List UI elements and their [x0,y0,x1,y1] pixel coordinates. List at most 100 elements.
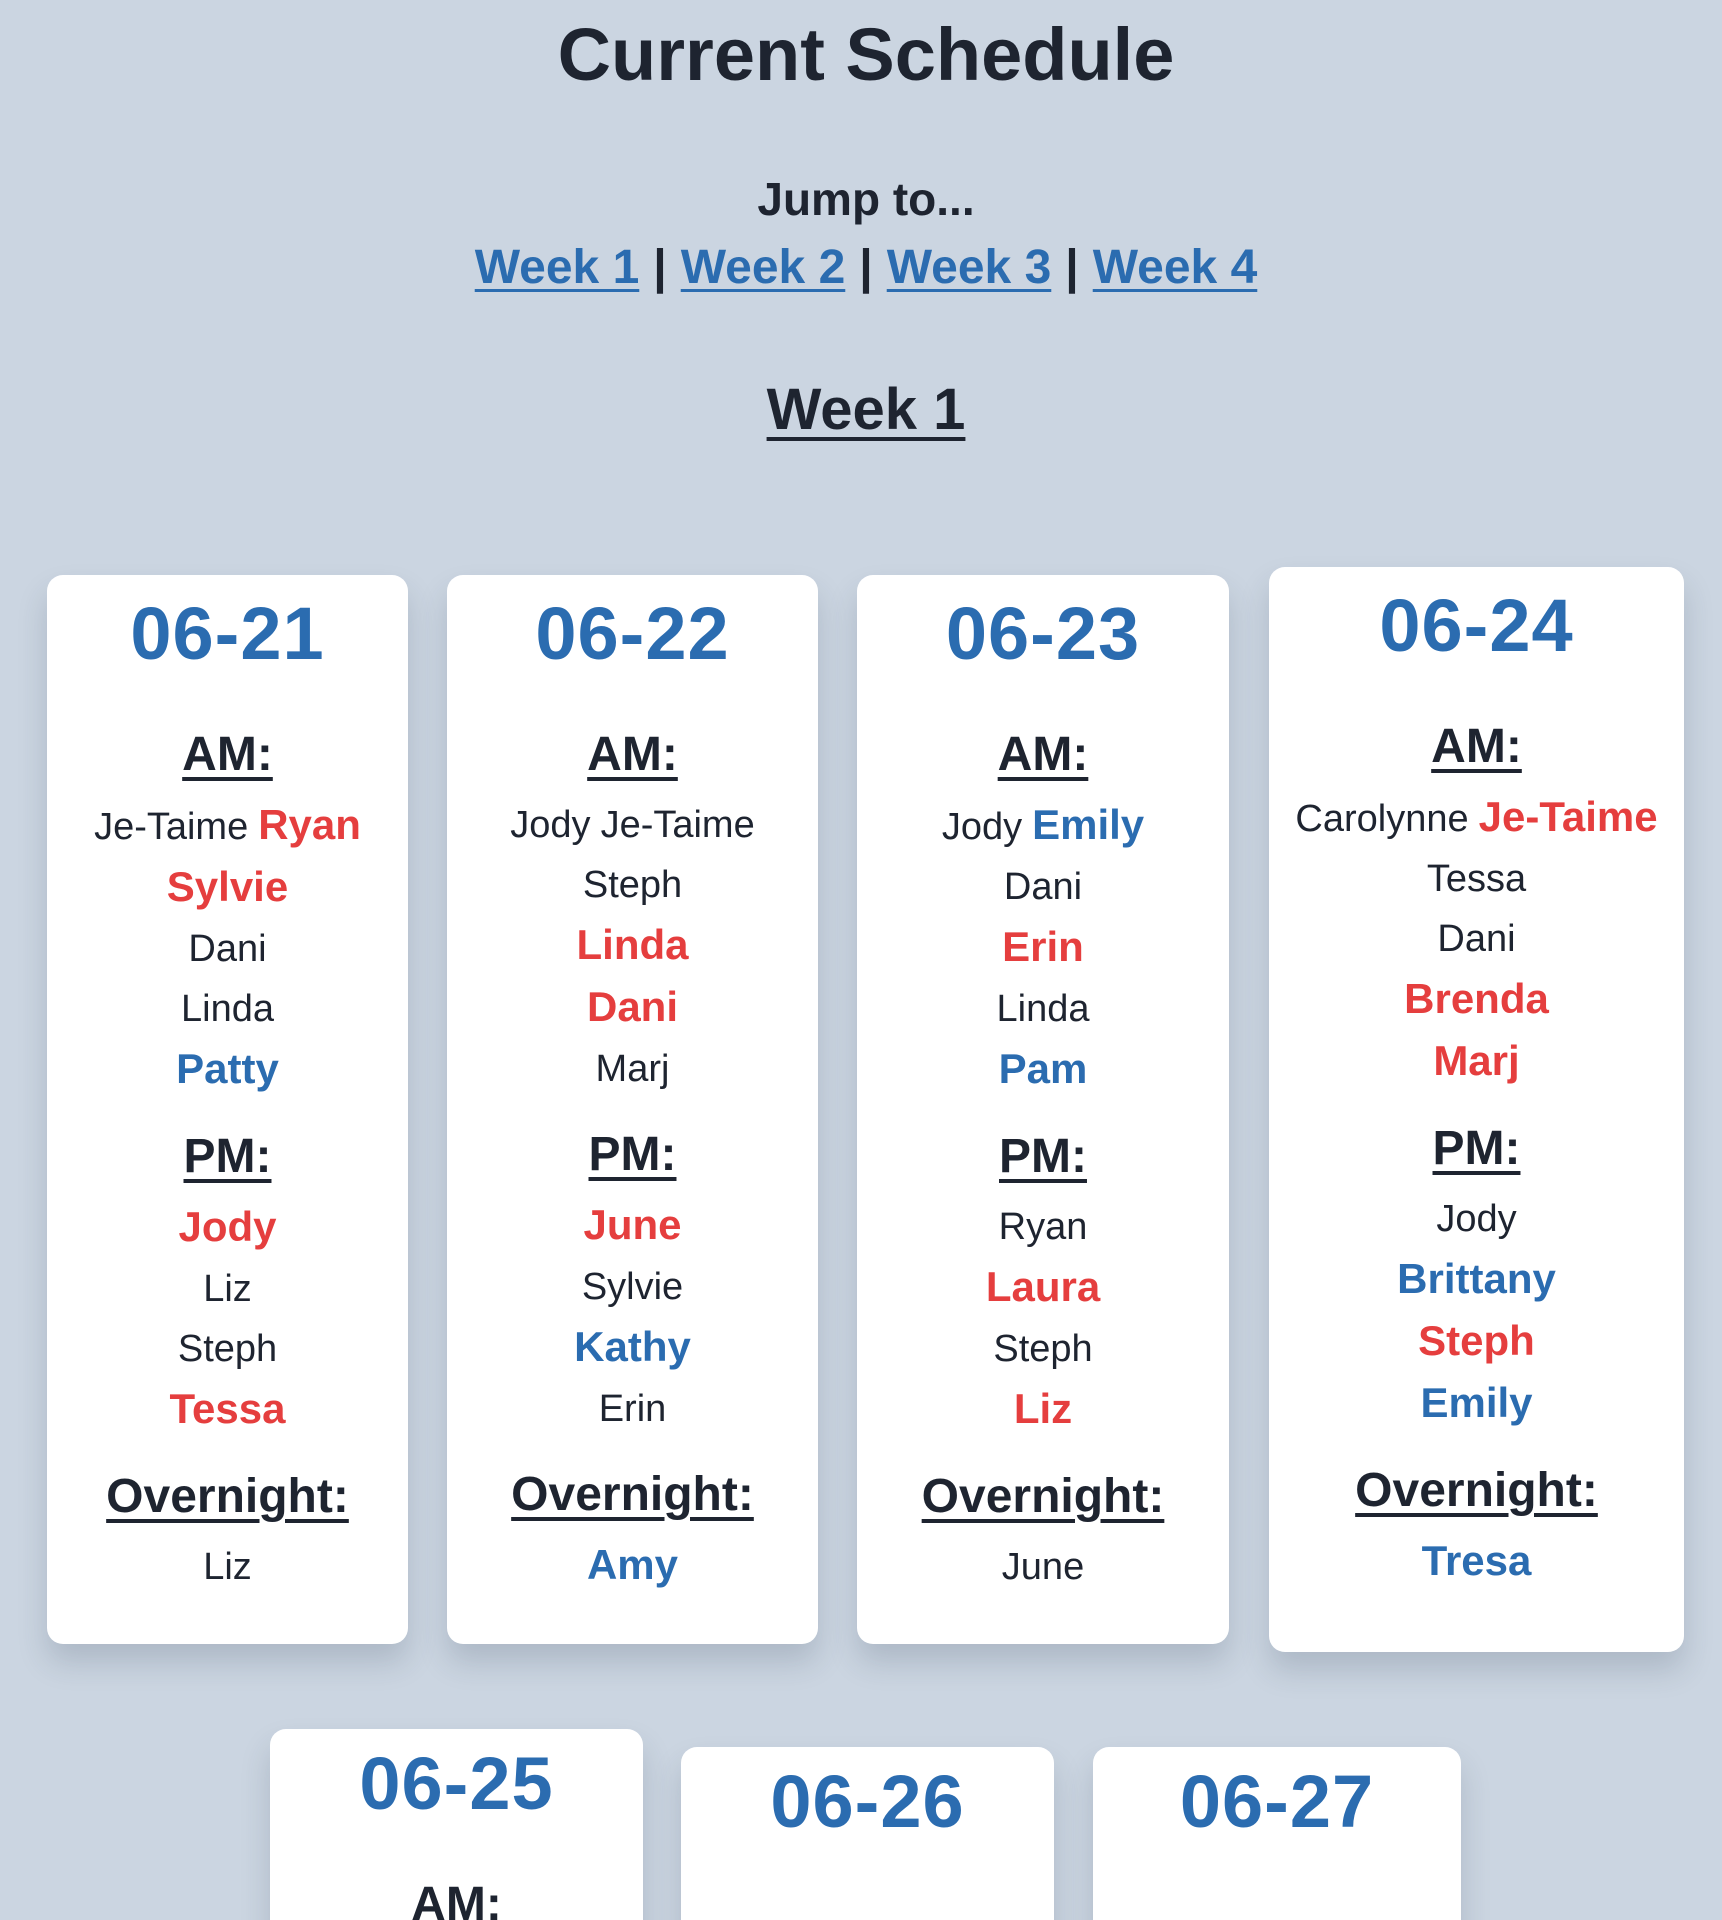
am-shift-label: AM: [997,728,1089,781]
staff-line: Patty [47,1039,408,1101]
staff-line: Kathy [447,1317,818,1379]
staff-line: Dani [857,857,1229,917]
staff-name: Sylvie [581,1266,684,1308]
day-date: 06-27 [1179,1760,1375,1843]
day-date: 06-21 [130,592,325,675]
staff-line: Jody [47,1197,408,1259]
staff-line: Jody [1269,1189,1684,1249]
staff-line: Jody Je-Taime [447,795,818,855]
staff-name: Dani [586,983,678,1030]
staff-line: Tessa [47,1379,408,1441]
staff-line: Steph [857,1319,1229,1379]
page-title: Current Schedule [557,13,1175,96]
staff-name: Marj [1433,1037,1520,1084]
staff-line: Liz [857,1379,1229,1441]
staff-name: Sylvie [166,863,289,910]
overnight-shift-label: Overnight: [511,1468,754,1521]
staff-name: Steph [993,1328,1093,1370]
jump-link-week-2[interactable]: Week 2 [680,241,846,294]
jump-link-week-4[interactable]: Week 4 [1092,241,1258,294]
staff-line: Steph [47,1319,408,1379]
pm-shift-label: PM: [999,1130,1087,1183]
staff-line: Tessa [1269,849,1684,909]
staff-name: Jody [178,1203,277,1250]
day-card: 06-23 AM: Jody Emily Dani Erin Linda Pam PM: Ryan… [857,575,1229,1644]
staff-name: Je-Taime [1478,793,1658,840]
staff-line: June [857,1537,1229,1597]
pm-shift-label: PM: [1432,1122,1521,1175]
day-card: 06-26 [681,1747,1054,1920]
jump-separator: | [859,241,873,294]
staff-line: Erin [857,917,1229,979]
overnight-shift-label: Overnight: [921,1470,1165,1523]
day-date: 06-23 [945,592,1141,675]
staff-line: Laura [857,1257,1229,1319]
jump-separator: | [653,241,667,294]
day-date: 06-26 [770,1760,965,1843]
am-shift-label: AM: [1431,720,1522,773]
day-date: 06-22 [535,592,730,675]
day-card: 06-27 [1093,1747,1461,1920]
staff-line: Linda [447,915,818,977]
staff-name: Jody [510,804,591,846]
staff-line: Sylvie [447,1257,818,1317]
staff-line: Liz [47,1537,408,1597]
staff-name: Emily [1032,801,1145,848]
staff-name: Ryan [258,801,361,848]
staff-line: Je-Taime Ryan [47,795,408,857]
staff-name: Pam [998,1045,1088,1092]
staff-line: Brittany [1269,1249,1684,1311]
staff-name: Jody [941,806,1023,848]
staff-name: Liz [203,1546,252,1588]
staff-line: Ryan [857,1197,1229,1257]
staff-line: Brenda [1269,969,1684,1031]
staff-name: Marj [595,1048,670,1090]
staff-name: Liz [203,1268,252,1310]
staff-name: Steph [1418,1317,1535,1364]
staff-line: Pam [857,1039,1229,1101]
staff-name: Tessa [169,1385,286,1432]
staff-line: Amy [447,1535,818,1597]
staff-line: Marj [1269,1031,1684,1093]
staff-name: Linda [576,921,689,968]
staff-name: Liz [1013,1385,1073,1432]
staff-line: Marj [447,1039,818,1099]
staff-name: Brenda [1404,975,1549,1022]
staff-name: Steph [582,864,683,906]
staff-name: Linda [181,988,274,1030]
staff-name: Patty [176,1045,279,1092]
am-shift-label: AM: [587,728,678,781]
staff-name: Dani [1437,918,1516,960]
pm-shift-label: PM: [588,1128,677,1181]
staff-name: Brittany [1397,1255,1556,1302]
day-card: 06-25 AM: [270,1729,643,1920]
jump-link-week-3[interactable]: Week 3 [886,241,1052,294]
pm-shift-label: PM: [183,1130,272,1183]
day-card: 06-21 AM: Je-Taime Ryan Sylvie Dani Linda Patty… [47,575,408,1644]
overnight-shift-label: Overnight: [1355,1464,1598,1517]
staff-name: Tessa [1426,858,1527,900]
staff-line: June [447,1195,818,1257]
staff-line: Linda [857,979,1229,1039]
staff-name: Dani [1003,866,1083,908]
staff-line: Tresa [1269,1531,1684,1593]
staff-name: Je-Taime [94,806,249,848]
jump-separator: | [1065,241,1079,294]
staff-line: Linda [47,979,408,1039]
staff-line: Sylvie [47,857,408,919]
staff-name: Kathy [574,1323,691,1370]
jump-link-week-1[interactable]: Week 1 [474,241,640,294]
staff-line: Emily [1269,1373,1684,1435]
staff-line: Erin [447,1379,818,1439]
staff-name: June [1001,1546,1085,1588]
week-heading: Week 1 [766,377,966,442]
staff-name: Ryan [998,1206,1088,1248]
day-card: 06-22 AM: Jody Je-Taime Steph Linda Dani Marj PM… [447,575,818,1644]
staff-name: Laura [985,1263,1101,1310]
staff-name: Je-Taime [600,804,755,846]
staff-line: Steph [1269,1311,1684,1373]
staff-name: Linda [996,988,1090,1030]
staff-name: June [583,1201,682,1248]
am-shift-label: AM: [411,1878,502,1920]
